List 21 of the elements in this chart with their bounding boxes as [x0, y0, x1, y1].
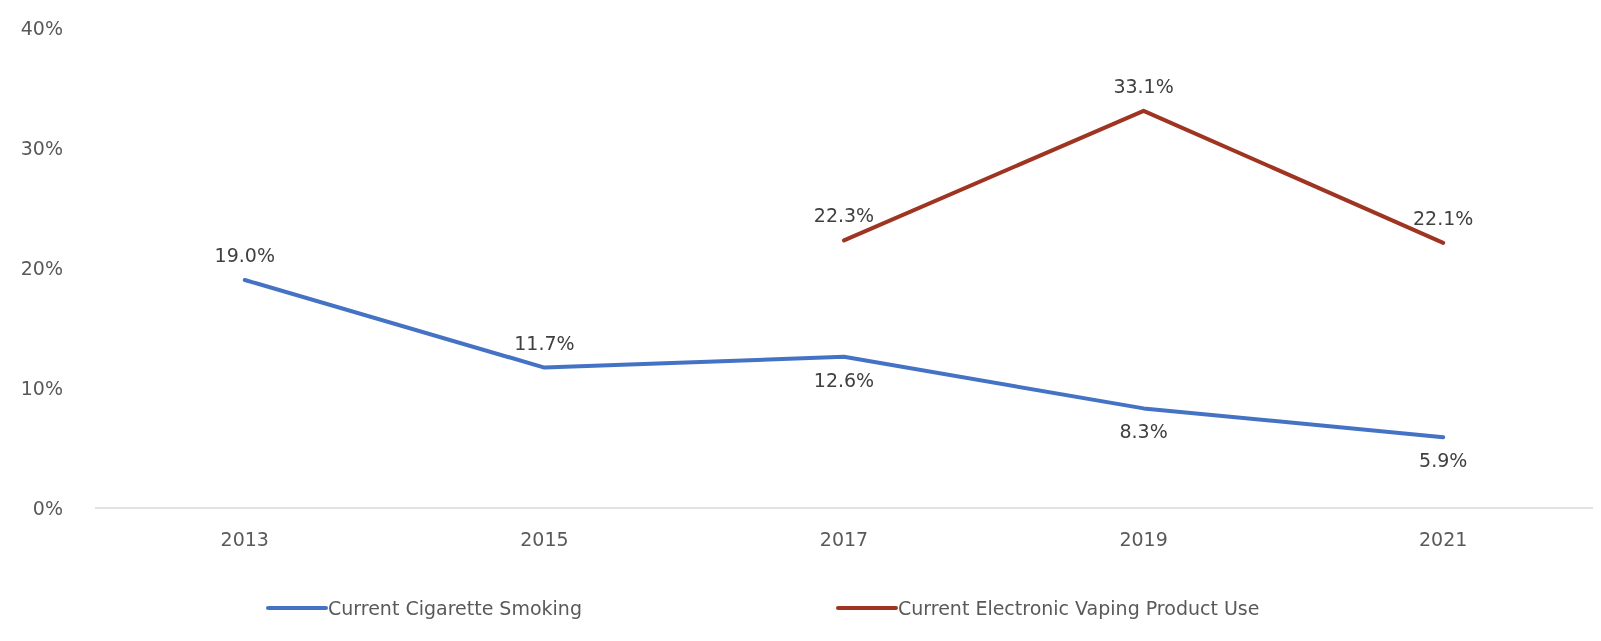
y-tick-label: 30%: [20, 136, 63, 159]
data-label: 33.1%: [1113, 74, 1174, 97]
legend-label: Current Electronic Vaping Product Use: [898, 596, 1260, 619]
data-label: 8.3%: [1119, 420, 1168, 443]
legend-label: Current Cigarette Smoking: [328, 596, 582, 619]
data-label: 22.1%: [1413, 206, 1474, 229]
line-series: [242, 278, 1446, 440]
x-tick-label: 2017: [819, 528, 869, 550]
data-label: 12.6%: [813, 368, 875, 391]
y-tick-label: 0%: [32, 496, 63, 519]
y-tick-label: 40%: [20, 16, 63, 39]
x-tick-label: 2013: [220, 528, 269, 550]
y-tick-label: 20%: [20, 256, 63, 279]
y-tick-label: 10%: [20, 376, 63, 399]
x-tick-label: 2015: [520, 528, 569, 550]
data-label: 11.7%: [514, 331, 575, 354]
x-tick-label: 2019: [1119, 528, 1168, 550]
data-label: 19.0%: [214, 244, 275, 266]
data-label: 22.3%: [813, 204, 875, 227]
data-label: 5.9%: [1419, 449, 1468, 472]
x-tick-label: 2021: [1419, 528, 1468, 550]
